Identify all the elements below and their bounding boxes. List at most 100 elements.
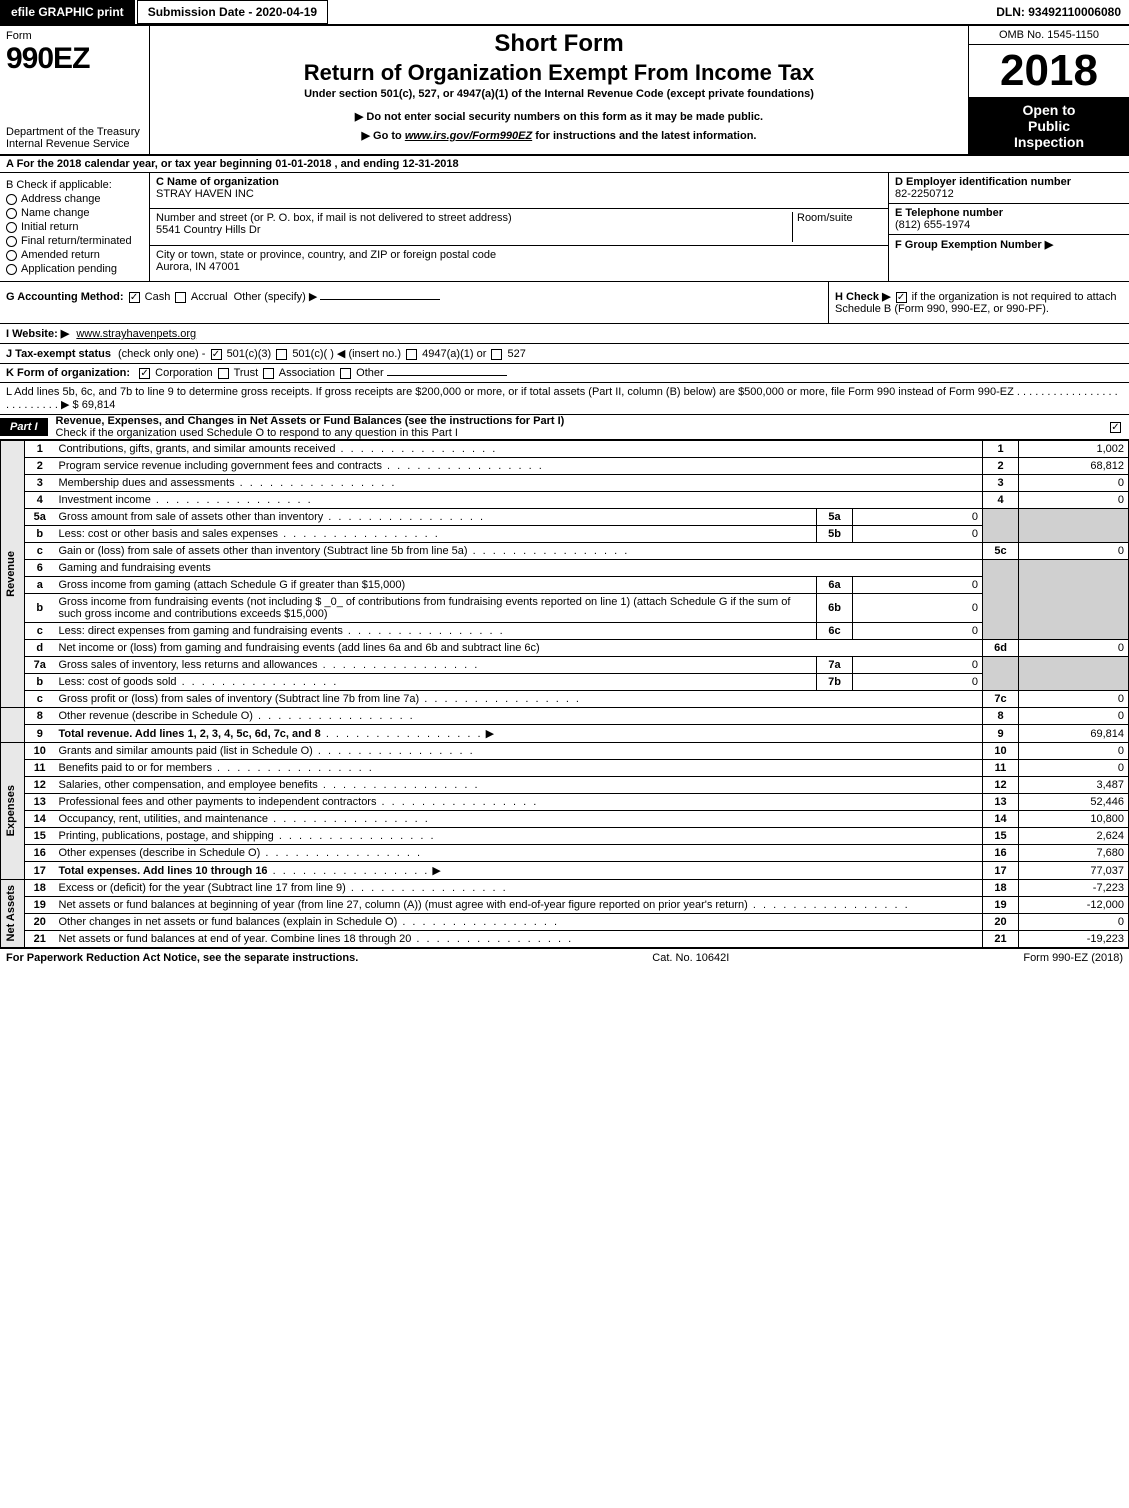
table-row: 3 Membership dues and assessments 3 0 — [1, 475, 1129, 492]
cb-initial-return[interactable] — [6, 222, 17, 233]
row-gh: G Accounting Method: Cash Accrual Other … — [0, 282, 1129, 324]
j-o2: 501(c)( ) ◀ (insert no.) — [292, 348, 401, 360]
desc: Other revenue (describe in Schedule O) — [59, 710, 253, 722]
num: 9 — [983, 725, 1019, 743]
table-row: 4 Investment income 4 0 — [1, 492, 1129, 509]
desc: Printing, publications, postage, and shi… — [59, 830, 274, 842]
addr-value: 5541 Country Hills Dr — [156, 224, 261, 236]
num: 1 — [983, 441, 1019, 458]
website-value[interactable]: www.strayhavenpets.org — [76, 328, 196, 340]
desc: Gross income from gaming (attach Schedul… — [59, 579, 406, 591]
ln: 10 — [25, 743, 55, 760]
cb-accrual[interactable] — [175, 292, 186, 303]
val: 0 — [1019, 760, 1129, 777]
k-other-blank[interactable] — [387, 375, 507, 376]
e-label: E Telephone number — [895, 207, 1003, 219]
num: 20 — [983, 914, 1019, 931]
line-a-text: A For the 2018 calendar year, or tax yea… — [6, 158, 275, 170]
ln: b — [25, 594, 55, 623]
num: 19 — [983, 897, 1019, 914]
sub-val: 0 — [853, 674, 983, 691]
cb-final-return[interactable] — [6, 236, 17, 247]
val: 3,487 — [1019, 777, 1129, 794]
cb-501c[interactable] — [276, 349, 287, 360]
sub-val: 0 — [853, 509, 983, 526]
desc: Grants and similar amounts paid (list in… — [59, 745, 313, 757]
h-label: H Check ▶ — [835, 291, 891, 303]
goto-link[interactable]: www.irs.gov/Form990EZ — [405, 130, 532, 142]
desc: Salaries, other compensation, and employ… — [59, 779, 318, 791]
desc: Occupancy, rent, utilities, and maintena… — [59, 813, 269, 825]
gray-cell — [1019, 657, 1129, 691]
cb-trust[interactable] — [218, 368, 229, 379]
financial-table: Revenue 1 Contributions, gifts, grants, … — [0, 440, 1129, 948]
desc: Less: direct expenses from gaming and fu… — [59, 625, 343, 637]
g-other: Other (specify) ▶ — [234, 291, 318, 303]
sub-num: 7a — [817, 657, 853, 674]
open2: Public — [973, 118, 1125, 134]
cb-527[interactable] — [491, 349, 502, 360]
desc: Gross income from fundraising events (no… — [59, 596, 791, 620]
header-center: Short Form Return of Organization Exempt… — [150, 26, 969, 154]
g-other-blank[interactable] — [320, 299, 440, 300]
gray-cell — [983, 657, 1019, 691]
j-o3: 4947(a)(1) or — [422, 348, 486, 360]
cb-amended-return[interactable] — [6, 250, 17, 261]
cb-assoc[interactable] — [263, 368, 274, 379]
val: 0 — [1019, 914, 1129, 931]
ein-value: 82-2250712 — [895, 188, 954, 200]
ln: 7a — [25, 657, 55, 674]
ln: 16 — [25, 845, 55, 862]
cb-4947[interactable] — [406, 349, 417, 360]
l-value: 69,814 — [82, 399, 116, 411]
f-label: F Group Exemption Number ▶ — [895, 239, 1053, 251]
desc: Benefits paid to or for members — [59, 762, 212, 774]
table-row: 15 Printing, publications, postage, and … — [1, 828, 1129, 845]
k-o1: Corporation — [155, 367, 212, 379]
desc: Contributions, gifts, grants, and simila… — [59, 443, 336, 455]
sub-val: 0 — [853, 526, 983, 543]
sub-val: 0 — [853, 623, 983, 640]
cb-address-change[interactable] — [6, 194, 17, 205]
num: 13 — [983, 794, 1019, 811]
efile-print-button[interactable]: efile GRAPHIC print — [0, 0, 135, 24]
table-row: d Net income or (loss) from gaming and f… — [1, 640, 1129, 657]
cb-other-org[interactable] — [340, 368, 351, 379]
cb-cash[interactable] — [129, 292, 140, 303]
cb-h[interactable] — [896, 292, 907, 303]
table-row: 14 Occupancy, rent, utilities, and maint… — [1, 811, 1129, 828]
g-accrual: Accrual — [191, 291, 228, 303]
cb-application-pending[interactable] — [6, 264, 17, 275]
cb-part1-scho[interactable] — [1110, 422, 1121, 433]
line-g: G Accounting Method: Cash Accrual Other … — [0, 282, 829, 323]
gray-cell — [983, 509, 1019, 543]
ln: c — [25, 691, 55, 708]
desc: Gross amount from sale of assets other t… — [59, 511, 324, 523]
num: 17 — [983, 862, 1019, 880]
cb-name-change[interactable] — [6, 208, 17, 219]
table-row: 17 Total expenses. Add lines 10 through … — [1, 862, 1129, 880]
table-row: Revenue 1 Contributions, gifts, grants, … — [1, 441, 1129, 458]
opt-amended-return: Amended return — [21, 249, 100, 261]
col-b-label: B Check if applicable: — [6, 179, 143, 191]
val: 10,800 — [1019, 811, 1129, 828]
table-row: 2 Program service revenue including gove… — [1, 458, 1129, 475]
desc: Investment income — [59, 494, 151, 506]
k-o3: Association — [279, 367, 335, 379]
sub-val: 0 — [853, 594, 983, 623]
ln: 12 — [25, 777, 55, 794]
cb-corp[interactable] — [139, 368, 150, 379]
footer-right: Form 990-EZ (2018) — [1023, 952, 1123, 964]
i-label: I Website: ▶ — [6, 328, 69, 340]
val: -19,223 — [1019, 931, 1129, 948]
ln: 4 — [25, 492, 55, 509]
num: 14 — [983, 811, 1019, 828]
opt-final-return: Final return/terminated — [21, 235, 132, 247]
col-d: D Employer identification number 82-2250… — [889, 173, 1129, 281]
side-revenue: Revenue — [5, 551, 17, 597]
ln: 1 — [25, 441, 55, 458]
cb-501c3[interactable] — [211, 349, 222, 360]
table-row: 7a Gross sales of inventory, less return… — [1, 657, 1129, 674]
table-row: 9 Total revenue. Add lines 1, 2, 3, 4, 5… — [1, 725, 1129, 743]
return-title: Return of Organization Exempt From Incom… — [158, 60, 960, 86]
